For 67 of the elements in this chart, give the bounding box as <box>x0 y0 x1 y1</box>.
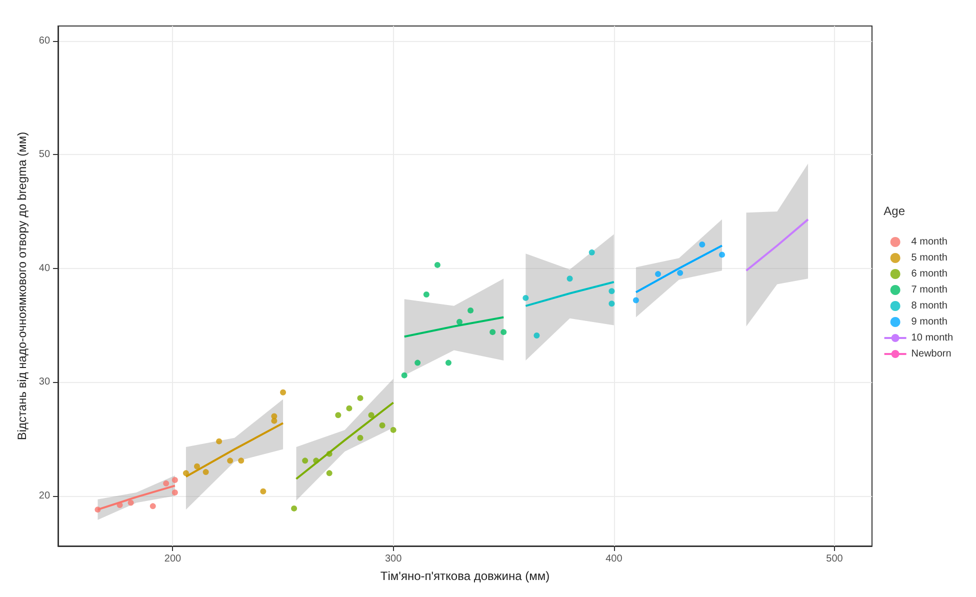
legend-label: 4 month <box>911 236 948 248</box>
point <box>163 480 170 486</box>
point <box>522 294 529 301</box>
point <box>401 372 408 378</box>
point <box>150 503 156 510</box>
x-tick-label: 300 <box>384 554 402 564</box>
point <box>128 500 134 506</box>
point <box>326 450 332 457</box>
point <box>566 276 573 282</box>
point <box>655 271 662 278</box>
point <box>677 270 684 276</box>
point <box>534 332 540 338</box>
point <box>719 252 725 258</box>
point <box>608 288 615 294</box>
point <box>172 490 178 496</box>
point <box>216 438 222 444</box>
y-tick-label: 40 <box>38 262 50 274</box>
x-tick-label: 400 <box>606 554 623 564</box>
point <box>699 241 706 248</box>
point <box>271 418 278 424</box>
point <box>291 505 298 512</box>
legend-label: 8 month <box>911 300 948 312</box>
point <box>608 300 615 307</box>
point <box>335 412 342 418</box>
y-tick-label: 60 <box>38 35 50 46</box>
point <box>414 360 421 366</box>
point <box>390 426 396 433</box>
point <box>260 488 266 494</box>
point <box>227 458 234 464</box>
x-axis-title: Тім'яно-п'яткова довжина (мм) <box>380 569 550 583</box>
point <box>194 463 200 470</box>
point <box>500 329 507 336</box>
point <box>238 458 244 464</box>
point <box>434 262 440 268</box>
legend-label: 9 month <box>911 316 948 328</box>
point <box>632 297 639 304</box>
legend-title: Age <box>884 204 906 218</box>
y-tick-label: 50 <box>38 149 50 160</box>
point <box>588 249 595 256</box>
point <box>280 389 286 396</box>
point <box>357 434 364 441</box>
point <box>182 470 189 476</box>
x-tick-label: 500 <box>826 554 844 564</box>
point <box>202 469 209 476</box>
y-axis-title: Відстань від надо-очноямкового отвору до bregma (мм) <box>15 132 29 440</box>
point <box>423 292 430 298</box>
point <box>445 360 452 366</box>
point <box>172 477 178 484</box>
legend-label: 10 month <box>911 332 954 344</box>
point <box>368 412 374 418</box>
legend-label: Newborn <box>911 348 952 360</box>
x-tick-label: 200 <box>164 554 182 564</box>
point <box>346 405 352 412</box>
point <box>326 470 332 476</box>
point <box>302 458 308 464</box>
legend-label: 7 month <box>911 284 948 296</box>
point <box>379 422 386 428</box>
point <box>357 395 364 402</box>
y-tick-label: 20 <box>38 490 50 502</box>
y-tick-label: 30 <box>38 376 50 388</box>
point <box>456 318 462 325</box>
legend-label: 6 month <box>911 268 948 280</box>
point <box>313 458 320 464</box>
point <box>94 506 101 513</box>
point <box>468 307 474 314</box>
point <box>490 329 496 336</box>
legend-label: 5 month <box>911 252 948 264</box>
